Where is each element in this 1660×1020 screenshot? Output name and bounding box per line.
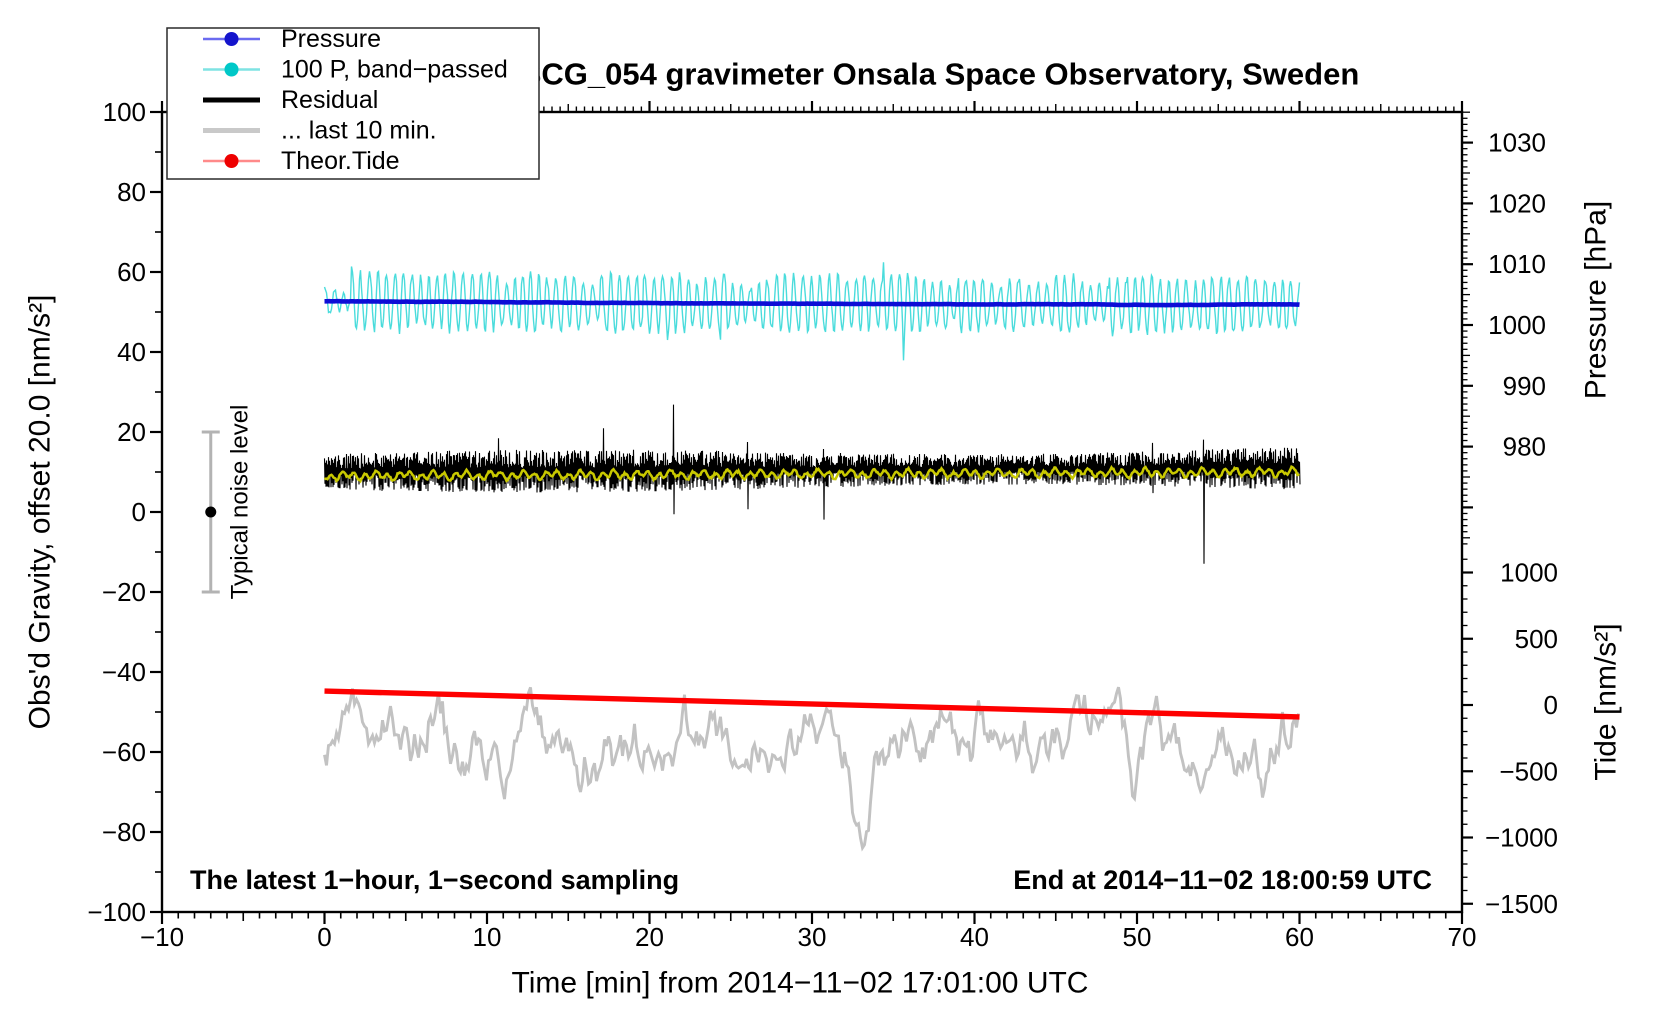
- pressure-tick-label: 1030: [1488, 128, 1546, 158]
- y-left-tick-label: 40: [117, 337, 146, 367]
- tide-tick-label: −500: [1499, 756, 1558, 786]
- y-axis-pressure-label: Pressure [hPa]: [1580, 201, 1613, 399]
- end-time-note: End at 2014−11−02 18:00:59 UTC: [1013, 865, 1432, 895]
- chart-title: SCG_054 gravimeter Onsala Space Observat…: [521, 57, 1360, 92]
- y-left-tick-label: 20: [117, 417, 146, 447]
- legend-dot-swatch: [224, 32, 239, 46]
- series-last-10-min: [323, 686, 1300, 852]
- tide-tick-label: 500: [1515, 624, 1558, 654]
- legend-label: 100 P, band−passed: [281, 56, 508, 84]
- pressure-tick-label: 1010: [1488, 249, 1546, 279]
- pressure-tick-label: 990: [1503, 371, 1546, 401]
- legend-label: ... last 10 min.: [281, 117, 437, 145]
- y-left-tick-label: −80: [102, 817, 146, 847]
- x-axis-tick-label: −10: [140, 922, 184, 952]
- tide-tick-label: 0: [1544, 690, 1558, 720]
- noise-marker-dot: [205, 506, 217, 518]
- y-left-tick-label: −60: [102, 737, 146, 767]
- tide-tick-label: 1000: [1500, 558, 1558, 588]
- legend-dot-swatch: [224, 154, 239, 168]
- series-pressure: [324, 298, 1300, 308]
- noise-level-label: Typical noise level: [227, 405, 254, 600]
- y-left-tick-label: 60: [117, 257, 146, 287]
- x-axis-tick-label: 30: [798, 922, 827, 952]
- y-left-tick-label: −100: [87, 897, 146, 927]
- x-axis-tick-label: 20: [635, 922, 664, 952]
- y-left-tick-label: −20: [102, 577, 146, 607]
- series-residual: [323, 404, 1301, 564]
- series-band-passed: [323, 262, 1301, 361]
- legend-box: [166, 27, 540, 180]
- y-left-tick-label: 0: [132, 497, 146, 527]
- x-axis-tick-label: 40: [960, 922, 989, 952]
- x-axis-label: Time [min] from 2014−11−02 17:01:00 UTC: [512, 967, 1089, 1000]
- legend-label: Residual: [281, 86, 378, 114]
- x-axis-tick-label: 70: [1448, 922, 1477, 952]
- series-residual-smoothed: [323, 464, 1300, 484]
- series-theor-tide: [324, 688, 1300, 720]
- y-axis-left-label: Obs'd Gravity, offset 20.0 [nm/s²]: [24, 295, 57, 730]
- y-left-tick-label: 80: [117, 177, 146, 207]
- x-axis-tick-label: 10: [473, 922, 502, 952]
- x-axis-tick-label: 50: [1123, 922, 1152, 952]
- y-left-tick-label: −40: [102, 657, 146, 687]
- generated-plot-layer: −10 0 10 20 30 40 50 60 70100806040200−20−40−60−…: [87, 97, 1558, 952]
- y-left-tick-label: 100: [103, 97, 146, 127]
- legend-label: Pressure: [281, 25, 381, 53]
- legend-dot-swatch: [224, 62, 239, 77]
- legend-label: Theor.Tide: [281, 147, 400, 175]
- tide-tick-label: −1000: [1485, 823, 1558, 853]
- sampling-note: The latest 1−hour, 1−second sampling: [190, 865, 679, 895]
- pressure-tick-label: 980: [1503, 432, 1546, 462]
- x-axis-tick-label: 0: [317, 922, 331, 952]
- plot-frame: [160, 110, 1464, 914]
- y-axis-tide-label: Tide [nm/s²]: [1590, 623, 1623, 780]
- pressure-tick-label: 1020: [1488, 188, 1546, 218]
- pressure-tick-label: 1000: [1488, 310, 1546, 340]
- tide-tick-label: −1500: [1485, 889, 1558, 919]
- x-axis-tick-label: 60: [1285, 922, 1314, 952]
